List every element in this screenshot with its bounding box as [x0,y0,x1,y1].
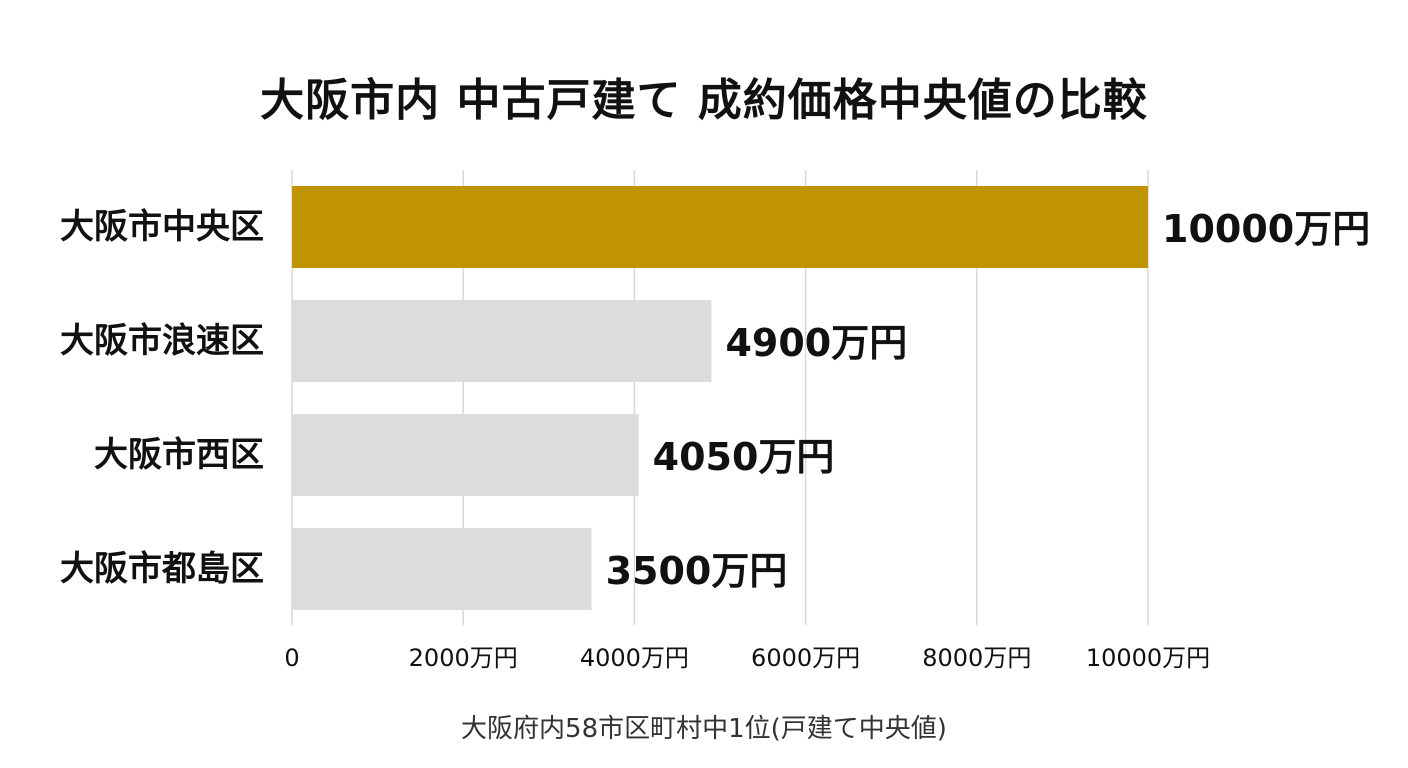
bar-1 [292,300,712,382]
x-tick-label-1: 2000万円 [409,644,518,672]
value-labels: 10000万円 4900万円 4050万円 3500万円 [606,207,1371,593]
x-tick-label-5: 10000万円 [1086,644,1210,672]
bar-2 [292,414,639,496]
bars [292,186,1148,610]
x-tick-label-2: 4000万円 [580,644,689,672]
x-tick-label-0: 0 [284,644,299,672]
x-tick-label-3: 6000万円 [751,644,860,672]
chart-note: 大阪府内58市区町村中1位(戸建て中央値) [461,714,947,744]
value-label-3: 3500万円 [606,549,788,593]
value-label-2: 4050万円 [653,435,835,479]
value-label-1: 4900万円 [725,321,907,365]
value-label-0: 10000万円 [1162,207,1370,251]
x-tick-label-4: 8000万円 [922,644,1031,672]
category-label-0: 大阪市中央区 [60,207,264,247]
bar-0 [292,186,1148,268]
category-label-3: 大阪市都島区 [60,549,264,589]
bar-3 [292,528,592,610]
x-axis-tick-labels: 0 2000万円 4000万円 6000万円 8000万円 10000万円 [284,644,1210,672]
category-label-1: 大阪市浪速区 [60,321,264,361]
category-label-2: 大阪市西区 [94,435,264,475]
chart-title: 大阪市内 中古戸建て 成約価格中央値の比較 [260,75,1148,126]
